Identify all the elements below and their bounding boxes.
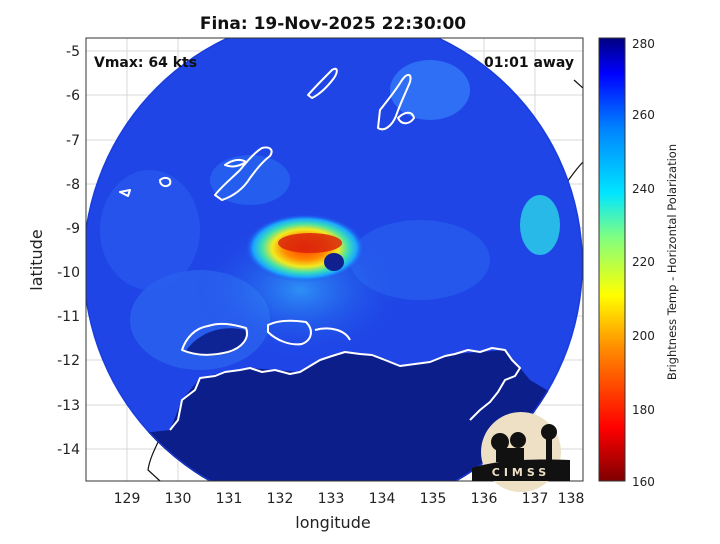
chart-title: Fina: 19-Nov-2025 22:30:00 [200,14,466,34]
coastline-timor [214,146,273,201]
x-tick-label: 138 [558,491,585,507]
colorbar-tick: 160 [632,475,655,489]
colorbar-gradient [598,37,626,482]
x-tick-label: 133 [318,491,345,507]
colorbar-tick: 280 [632,37,655,51]
colorbar-tick: 240 [632,182,655,196]
colorbar: 280 260 240 220 200 180 160 Brightness T… [598,37,679,489]
coastline-tiwi-islands [181,322,248,356]
y-tick-label: -10 [57,265,80,281]
x-tick-label: 134 [369,491,396,507]
x-tick-label: 135 [420,491,447,507]
y-tick-label: -5 [66,44,80,60]
x-tick-label: 130 [165,491,192,507]
y-tick-label: -6 [66,88,80,104]
x-tick-labels: 129 130 131 132 133 134 135 136 137 138 [114,491,585,507]
colorbar-tick: 220 [632,255,655,269]
y-tick-labels: -5 -6 -7 -8 -9 -10 -11 -12 -13 -14 [57,44,80,458]
colorbar-tick: 180 [632,403,655,417]
y-axis-label: latitude [27,229,46,290]
coastline-tanimbar [377,74,412,131]
vmax-label: Vmax: 64 kts [94,55,197,71]
y-tick-label: -9 [66,221,80,237]
colorbar-label: Brightness Temp - Horizontal Polarizatio… [665,144,679,380]
logo-text: CIMSS [492,466,550,479]
storm-eye [324,253,344,271]
plot-frame [85,37,584,482]
coastline-north-australia [169,347,521,431]
x-tick-label: 131 [216,491,243,507]
y-tick-label: -11 [57,309,80,325]
y-tick-label: -13 [57,398,80,414]
y-tick-label: -8 [66,177,80,193]
x-axis-label: longitude [295,513,370,532]
time-away-label: 01:01 away [484,55,574,71]
cimss-logo: CIMSS [472,412,570,492]
x-tick-label: 137 [522,491,549,507]
y-tick-label: -14 [57,442,80,458]
colorbar-tick: 260 [632,108,655,122]
y-tick-label: -12 [57,353,80,369]
land-mass [86,350,583,481]
x-tick-label: 136 [471,491,498,507]
x-tick-label: 132 [267,491,294,507]
colorbar-tick: 200 [632,329,655,343]
microwave-swath [86,38,583,481]
y-tick-label: -7 [66,133,80,149]
x-tick-label: 129 [114,491,141,507]
